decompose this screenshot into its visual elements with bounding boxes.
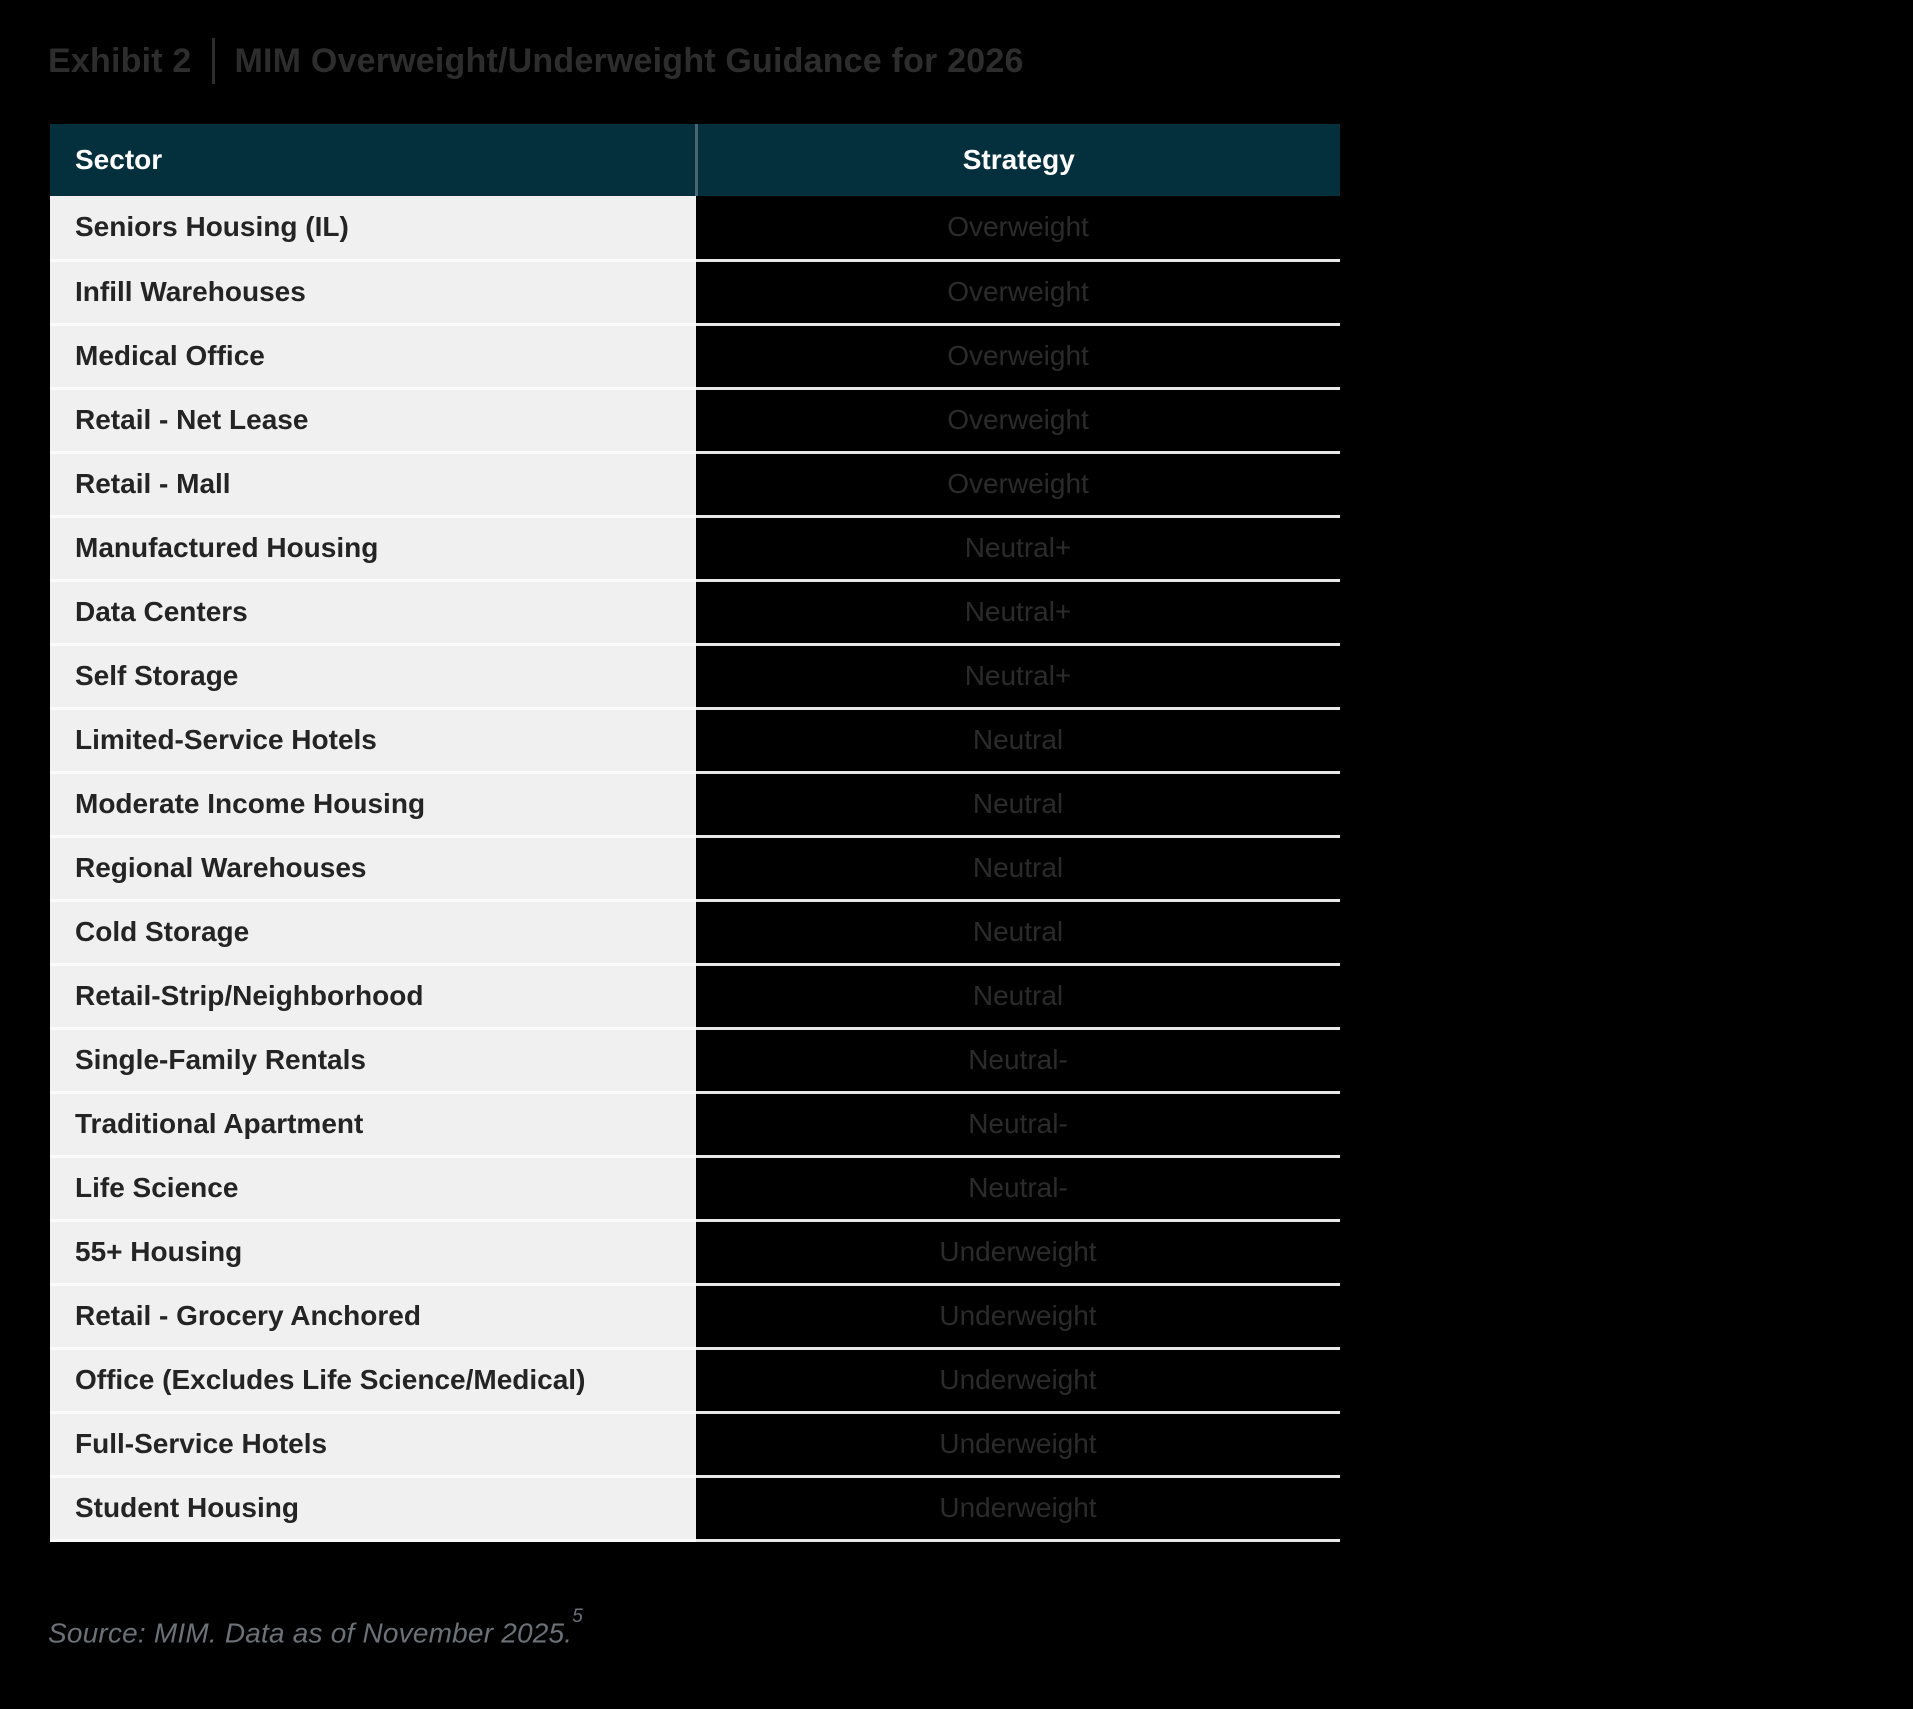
strategy-cell: Neutral+	[696, 644, 1340, 710]
table-row: Regional Warehouses Neutral	[50, 836, 1340, 902]
title-text: MIM Overweight/Underweight Guidance for …	[234, 41, 1024, 80]
strategy-cell: Overweight	[696, 196, 1340, 262]
table-row: Single-Family Rentals Neutral-	[50, 1028, 1340, 1094]
strategy-cell: Neutral	[696, 836, 1340, 902]
sector-cell: Medical Office	[50, 324, 696, 390]
column-header-sector: Sector	[50, 124, 696, 196]
strategy-cell: Overweight	[696, 260, 1340, 326]
table-body: Seniors Housing (IL) Overweight Infill War…	[50, 196, 1340, 1542]
table-row: Student Housing Underweight	[50, 1476, 1340, 1542]
sector-cell: Manufactured Housing	[50, 516, 696, 582]
strategy-cell: Neutral	[696, 900, 1340, 966]
strategy-cell: Neutral-	[696, 1156, 1340, 1222]
table-row: Limited-Service Hotels Neutral	[50, 708, 1340, 774]
table-header-row: Sector Strategy	[50, 124, 1340, 196]
strategy-cell: Underweight	[696, 1348, 1340, 1414]
table-row: Self Storage Neutral+	[50, 644, 1340, 710]
table-row: Data Centers Neutral+	[50, 580, 1340, 646]
table-row: Full-Service Hotels Underweight	[50, 1412, 1340, 1478]
strategy-cell: Neutral	[696, 708, 1340, 774]
sector-cell: Limited-Service Hotels	[50, 708, 696, 774]
sector-cell: Life Science	[50, 1156, 696, 1222]
sector-cell: Self Storage	[50, 644, 696, 710]
sector-cell: Student Housing	[50, 1476, 696, 1542]
sector-cell: Full-Service Hotels	[50, 1412, 696, 1478]
strategy-cell: Neutral+	[696, 516, 1340, 582]
table-row: Retail - Grocery Anchored Underweight	[50, 1284, 1340, 1350]
sector-cell: 55+ Housing	[50, 1220, 696, 1286]
strategy-cell: Neutral	[696, 772, 1340, 838]
strategy-cell: Overweight	[696, 452, 1340, 518]
sector-cell: Infill Warehouses	[50, 260, 696, 326]
sector-cell: Traditional Apartment	[50, 1092, 696, 1158]
table-row: Retail - Mall Overweight	[50, 452, 1340, 518]
sector-cell: Seniors Housing (IL)	[50, 196, 696, 262]
strategy-cell: Neutral-	[696, 1092, 1340, 1158]
strategy-cell: Overweight	[696, 388, 1340, 454]
column-header-strategy: Strategy	[694, 124, 1340, 196]
page-title: Exhibit 2 MIM Overweight/Underweight Gui…	[48, 38, 1024, 84]
sector-cell: Retail-Strip/Neighborhood	[50, 964, 696, 1030]
table-row: Life Science Neutral-	[50, 1156, 1340, 1222]
strategy-cell: Neutral-	[696, 1028, 1340, 1094]
table-row: Cold Storage Neutral	[50, 900, 1340, 966]
strategy-cell: Neutral+	[696, 580, 1340, 646]
table-row: 55+ Housing Underweight	[50, 1220, 1340, 1286]
table-row: Office (Excludes Life Science/Medical) Un…	[50, 1348, 1340, 1414]
table-row: Traditional Apartment Neutral-	[50, 1092, 1340, 1158]
table-row: Retail - Net Lease Overweight	[50, 388, 1340, 454]
title-divider	[211, 38, 215, 84]
sector-cell: Regional Warehouses	[50, 836, 696, 902]
source-footnote-marker: 5	[572, 1606, 584, 1627]
table-row: Infill Warehouses Overweight	[50, 260, 1340, 326]
sector-cell: Moderate Income Housing	[50, 772, 696, 838]
sector-cell: Single-Family Rentals	[50, 1028, 696, 1094]
sector-cell: Retail - Mall	[50, 452, 696, 518]
source-text: Source: MIM. Data as of November 2025.	[48, 1617, 573, 1649]
sector-cell: Retail - Grocery Anchored	[50, 1284, 696, 1350]
strategy-cell: Underweight	[696, 1284, 1340, 1350]
exhibit-label: Exhibit 2	[48, 41, 192, 80]
guidance-table: Sector Strategy Seniors Housing (IL) Over…	[50, 124, 1340, 1542]
strategy-cell: Underweight	[696, 1412, 1340, 1478]
table-row: Seniors Housing (IL) Overweight	[50, 196, 1340, 262]
sector-cell: Data Centers	[50, 580, 696, 646]
table-row: Retail-Strip/Neighborhood Neutral	[50, 964, 1340, 1030]
strategy-cell: Underweight	[696, 1220, 1340, 1286]
sector-cell: Office (Excludes Life Science/Medical)	[50, 1348, 696, 1414]
sector-cell: Retail - Net Lease	[50, 388, 696, 454]
strategy-cell: Overweight	[696, 324, 1340, 390]
strategy-cell: Underweight	[696, 1476, 1340, 1542]
table-row: Manufactured Housing Neutral+	[50, 516, 1340, 582]
strategy-cell: Neutral	[696, 964, 1340, 1030]
table-row: Moderate Income Housing Neutral	[50, 772, 1340, 838]
source-note: Source: MIM. Data as of November 2025.5	[48, 1606, 583, 1649]
table-row: Medical Office Overweight	[50, 324, 1340, 390]
sector-cell: Cold Storage	[50, 900, 696, 966]
